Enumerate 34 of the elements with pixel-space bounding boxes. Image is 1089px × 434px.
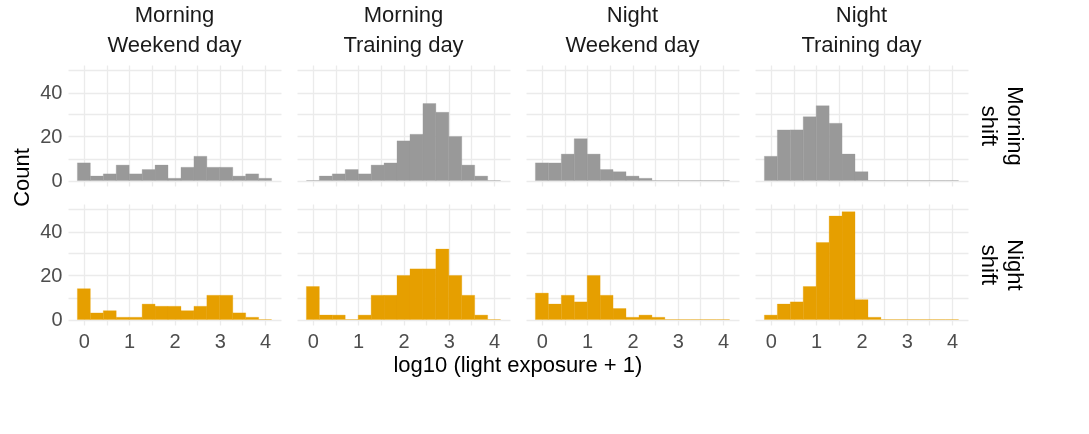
y-tick-label: 0 xyxy=(51,169,63,191)
x-tick-label: 1 xyxy=(811,329,823,352)
x-tick-label: 2 xyxy=(627,329,639,352)
y-tick-label: 40 xyxy=(40,81,63,103)
x-tick-label: 0 xyxy=(536,329,548,352)
y-tick-label: 20 xyxy=(40,125,63,147)
chart-title: Morning Weekend day xyxy=(107,2,242,57)
y-tick-label: 40 xyxy=(40,220,63,242)
x-tick-label: 0 xyxy=(765,329,777,352)
x-axis-title: log10 (light exposure + 1) xyxy=(393,352,643,377)
y-tick-label: 0 xyxy=(51,308,63,330)
x-tick-label: 4 xyxy=(489,329,501,352)
x-tick-label: 2 xyxy=(398,329,410,352)
y2-axis-title: Night shift xyxy=(976,239,1028,291)
x-tick-label: 3 xyxy=(901,329,913,352)
x-tick-label: 3 xyxy=(214,329,226,352)
x-tick-label: 0 xyxy=(307,329,319,352)
x-tick-label: 4 xyxy=(260,329,272,352)
chart-title: Morning Training day xyxy=(343,2,464,57)
x-tick-label: 3 xyxy=(672,329,684,352)
y-axis-title: Count xyxy=(8,148,34,207)
chart-title: Night Training day xyxy=(801,2,922,57)
chart-title: Night Weekend day xyxy=(565,2,700,57)
x-tick-label: 2 xyxy=(856,329,868,352)
x-tick-label: 4 xyxy=(718,329,730,352)
x-tick-label: 1 xyxy=(124,329,136,352)
x-tick-label: 3 xyxy=(443,329,455,352)
y2-axis-title: Morning shift xyxy=(976,86,1028,166)
x-tick-label: 0 xyxy=(78,329,90,352)
x-tick-label: 1 xyxy=(353,329,365,352)
y-tick-label: 20 xyxy=(40,264,63,286)
x-tick-label: 1 xyxy=(582,329,594,352)
x-tick-label: 2 xyxy=(169,329,181,352)
x-tick-label: 4 xyxy=(947,329,959,352)
